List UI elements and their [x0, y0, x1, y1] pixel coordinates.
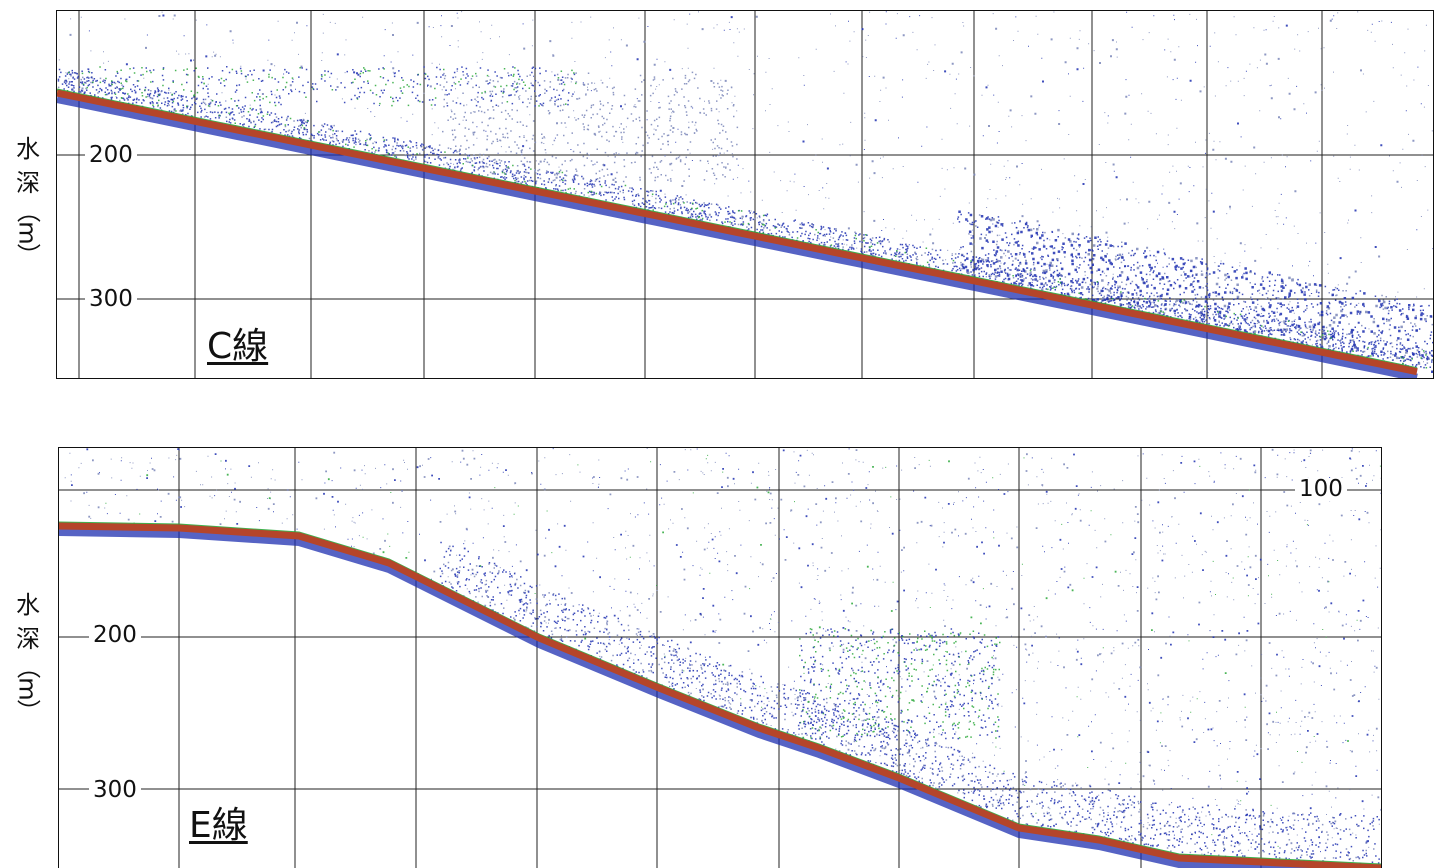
seabed-echo-blue — [59, 532, 1381, 868]
depth-tick-100-e: 100 — [1295, 478, 1347, 501]
y-axis-label-c-char: ） — [17, 243, 39, 267]
line-name-e: E線 — [189, 808, 248, 844]
y-axis-label-c-char: 水 — [16, 132, 40, 166]
echo-noise — [799, 628, 1000, 739]
y-axis-label-e-char: （ — [17, 655, 39, 679]
echo-noise — [58, 66, 576, 107]
echogram-e-image — [59, 448, 1381, 868]
y-axis-label-c: 水 深 （ m ） — [8, 132, 48, 266]
line-name-c: C線 — [207, 329, 268, 365]
echogram-panel-e: 100 200 300 E線 — [58, 447, 1382, 868]
seabed-echo-green — [59, 523, 1381, 865]
echo-noise — [442, 546, 1375, 865]
echo-noise — [799, 628, 1001, 739]
y-axis-label-e-char: ） — [17, 699, 39, 723]
echo-noise — [65, 448, 1381, 857]
seabed-line — [59, 526, 1381, 868]
echo-noise — [71, 448, 1381, 859]
y-axis-label-c-char: （ — [17, 199, 39, 223]
y-axis-label-e: 水 深 （ m ） — [8, 588, 48, 722]
depth-tick-200-e: 200 — [89, 624, 141, 647]
y-axis-label-e-char: 水 — [16, 588, 40, 622]
y-axis-label-c-char: m — [17, 221, 39, 244]
echo-noise — [68, 72, 1433, 372]
echo-noise — [105, 455, 1381, 849]
y-axis-label-e-char: m — [17, 677, 39, 700]
depth-tick-200-c: 200 — [85, 144, 137, 167]
echo-noise — [89, 11, 1433, 354]
y-axis-label-e-char: 深 — [16, 622, 40, 656]
echo-noise — [59, 11, 1433, 362]
depth-tick-300-e: 300 — [89, 779, 141, 802]
depth-tick-300-c: 300 — [85, 288, 137, 311]
echogram-c-image — [57, 11, 1433, 378]
echogram-panel-c: 200 300 C線 — [56, 10, 1434, 379]
y-axis-label-c-char: 深 — [16, 166, 40, 200]
